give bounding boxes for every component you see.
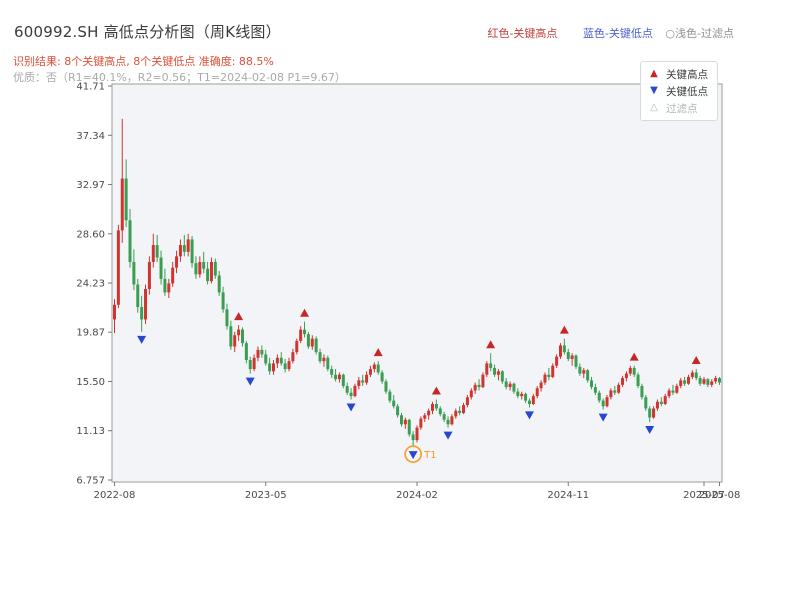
svg-text:2022-08: 2022-08 xyxy=(94,490,136,501)
header-legend-key-high: 红色-关键高点 xyxy=(487,27,558,40)
legend-item-key-low: ▼ 关键低点 xyxy=(648,83,708,99)
legend-label-filtered: 过滤点 xyxy=(666,102,698,115)
svg-text:32.97: 32.97 xyxy=(76,180,105,191)
svg-text:T1: T1 xyxy=(423,450,436,461)
svg-text:6.757: 6.757 xyxy=(76,476,105,487)
quality-metrics-line: 优质：否（R1=40.1%，R2=0.56；T1=2024-02-08 P1=9… xyxy=(13,71,346,84)
header-legend-key-low: 蓝色-关键低点 xyxy=(582,27,653,40)
down-triangle-icon: ▼ xyxy=(650,85,658,96)
header-legend-filtered: ○浅色-过滤点 xyxy=(665,27,734,40)
svg-text:11.13: 11.13 xyxy=(76,426,105,437)
up-triangle-icon: ▲ xyxy=(650,68,658,79)
legend-label-key-low: 关键低点 xyxy=(666,85,708,98)
legend-item-key-high: ▲ 关键高点 xyxy=(648,66,708,82)
svg-text:15.50: 15.50 xyxy=(76,377,105,388)
svg-text:2024-02: 2024-02 xyxy=(396,490,438,501)
svg-text:41.71: 41.71 xyxy=(76,82,105,93)
svg-text:2023-05: 2023-05 xyxy=(245,490,287,501)
header-legend: 红色-关键高点 蓝色-关键低点 ○浅色-过滤点 xyxy=(487,25,734,41)
svg-text:2024-11: 2024-11 xyxy=(547,490,589,501)
page-title: 600992.SH 高低点分析图（周K线图） xyxy=(14,23,281,41)
svg-text:28.60: 28.60 xyxy=(76,229,105,240)
legend-label-key-high: 关键高点 xyxy=(666,68,708,81)
chart-legend: ▲ 关键高点 ▼ 关键低点 △ 过滤点 xyxy=(640,61,718,121)
legend-item-filtered: △ 过滤点 xyxy=(648,100,708,116)
svg-text:19.87: 19.87 xyxy=(76,328,105,339)
recognition-result-line: 识别结果: 8个关键高点, 8个关键低点 准确度: 88.5% xyxy=(13,55,274,68)
hollow-triangle-icon: △ xyxy=(650,102,658,113)
svg-text:24.23: 24.23 xyxy=(76,279,105,290)
svg-text:37.34: 37.34 xyxy=(76,131,105,142)
svg-text:2025-07: 2025-07 xyxy=(683,490,725,501)
svg-text:2025-08: 2025-08 xyxy=(699,490,741,501)
